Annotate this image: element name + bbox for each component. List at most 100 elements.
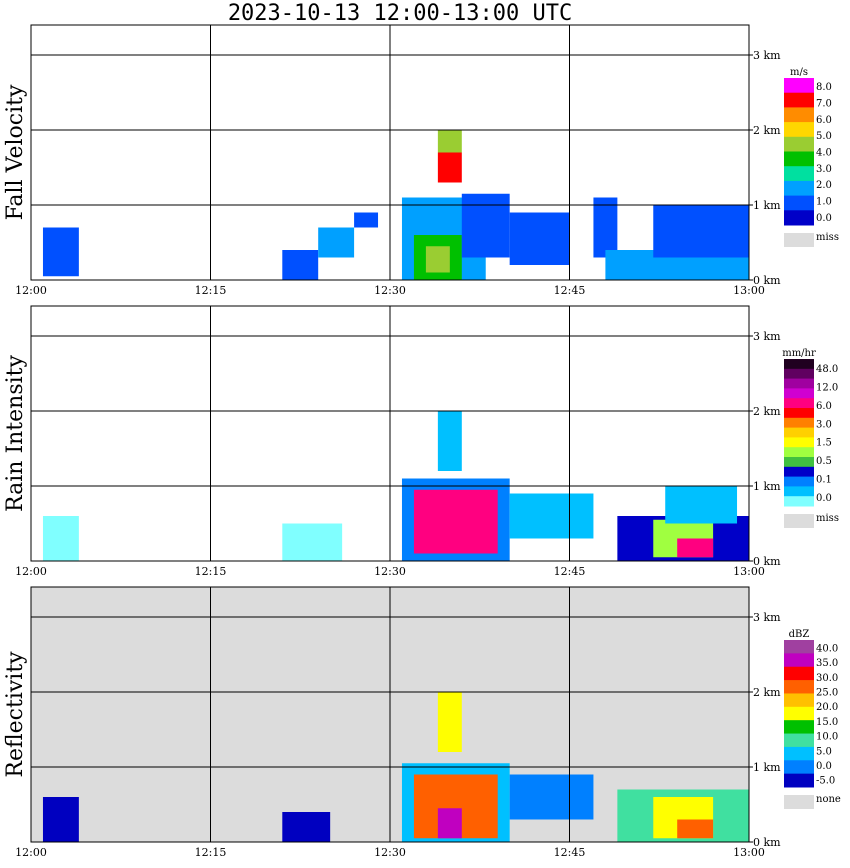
colorbar-missing-label: miss [816,232,839,243]
data-cell [42,797,79,842]
x-tick-label: 13:00 [733,565,765,578]
chart-title: 2023-10-13 12:00-13:00 UTC [227,1,573,26]
data-cell [593,197,618,258]
colorbar-swatch [784,427,814,438]
y-axis-label: Rain Intensity [3,354,28,511]
colorbar-swatch [784,107,814,123]
x-tick-label: 12:15 [195,846,227,859]
y-tick-label: 0 km [753,555,781,568]
panel-0: 0 km 1 km 2 km 3 km 12:00 12:15 12:30 12:45 13:0… [3,24,839,297]
colorbar-swatch [784,457,814,468]
colorbar-missing-swatch [784,795,814,809]
colorbar-missing-label: miss [816,513,839,524]
colorbar-unit: dBZ [789,629,810,640]
colorbar-label: 5.0 [816,746,832,757]
plot-frame [30,24,750,281]
y-axis-label: Reflectivity [3,651,28,778]
x-tick-label: 12:45 [554,846,586,859]
colorbar-swatch [784,195,814,211]
x-tick-label: 12:30 [374,284,406,297]
data-cell [318,227,355,258]
colorbar-label: -5.0 [816,776,835,787]
colorbar-swatch [784,720,814,735]
y-tick-label: 3 km [753,330,781,343]
colorbar-label: 7.0 [816,99,832,110]
colorbar-swatch [784,122,814,138]
data-cell [42,227,79,277]
x-tick-label: 13:00 [733,284,765,297]
data-cell [413,489,498,554]
colorbar-swatch [784,78,814,94]
y-tick-label: 3 km [753,49,781,62]
colorbar-label: 35.0 [816,658,838,669]
y-tick-label: 2 km [753,124,781,137]
data-cell [42,516,79,561]
data-cell [509,493,594,539]
x-tick-label: 12:00 [15,284,47,297]
y-axis-label: Fall Velocity [3,84,28,220]
y-tick-label: 2 km [753,686,781,699]
data-cell [425,246,450,273]
y-tick-label: 1 km [753,199,781,212]
colorbar-swatch [784,136,814,152]
colorbar-label: 5.0 [816,131,832,142]
colorbar-swatch [784,640,814,654]
x-tick-label: 12:00 [15,565,47,578]
colorbar-swatch [784,166,814,182]
colorbar-swatch [784,666,814,681]
colorbar-label: 3.0 [816,164,832,175]
data-cell [282,812,331,842]
data-cell [677,538,714,558]
data-cell [437,808,462,839]
colorbar-swatch [784,773,814,788]
colorbar-swatch [784,408,814,419]
colorbar-swatch [784,388,814,399]
colorbar-missing-label: none [816,794,841,805]
x-tick-label: 13:00 [733,846,765,859]
colorbar-swatch [784,378,814,389]
data-cell [461,193,510,258]
colorbar-swatch [784,92,814,108]
x-tick-label: 12:00 [15,846,47,859]
colorbar-label: 30.0 [816,673,838,684]
colorbar-swatch [784,706,814,721]
colorbar-label: 40.0 [816,643,838,654]
colorbar-missing-swatch [784,514,814,528]
colorbar-swatch [784,760,814,775]
colorbar-swatch [784,476,814,487]
data-cell [437,692,462,752]
colorbar-swatch [784,746,814,761]
colorbar-label: 10.0 [816,732,838,743]
data-cell [509,212,570,265]
y-tick-label: 2 km [753,405,781,418]
data-cell [437,152,462,183]
colorbar-swatch [784,486,814,497]
colorbar-label: 1.5 [816,438,832,449]
colorbar-label: 1.0 [816,197,832,208]
panel-2: 0 km 1 km 2 km 3 km 12:00 12:15 12:30 12:45 13:0… [3,586,841,859]
panel-1: 0 km 1 km 2 km 3 km 12:00 12:15 12:30 12:45 13:0… [3,305,839,578]
colorbar-swatch [784,693,814,708]
colorbar-swatch [784,210,814,226]
x-tick-label: 12:45 [554,565,586,578]
data-cell [677,819,714,839]
y-tick-label: 3 km [753,611,781,624]
colorbar-label: 25.0 [816,687,838,698]
x-tick-label: 12:15 [195,284,227,297]
colorbar-label: 20.0 [816,702,838,713]
colorbar-label: 6.0 [816,115,832,126]
data-cell [653,205,749,258]
colorbar-missing-swatch [784,233,814,247]
data-cell [282,250,319,280]
x-tick-label: 12:45 [554,284,586,297]
colorbar-unit: mm/hr [782,348,816,359]
colorbar-swatch [784,733,814,748]
colorbar-swatch [784,151,814,167]
colorbar-label: 0.5 [816,456,832,467]
colorbar-label: 0.1 [816,474,832,485]
colorbar-swatch [784,417,814,429]
colorbar-swatch [784,180,814,197]
plot-frame [30,586,750,843]
colorbar-swatch [784,447,814,458]
